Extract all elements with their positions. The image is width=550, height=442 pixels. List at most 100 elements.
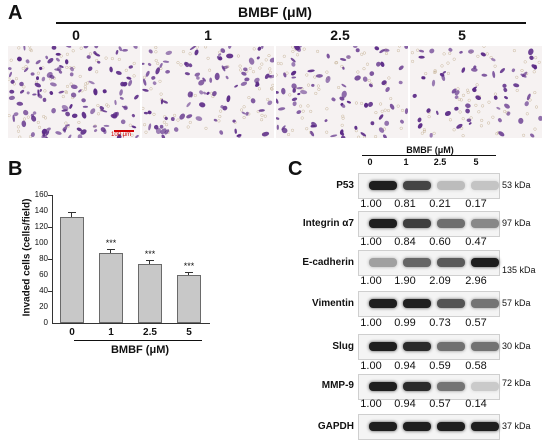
- membrane-pore: [306, 104, 310, 108]
- x-category-1: 1: [108, 327, 114, 338]
- invaded-cell: [76, 127, 82, 132]
- conc-label-2: 2.5: [330, 27, 350, 43]
- blot-kda: 57 kDa: [502, 298, 531, 308]
- membrane-pore: [503, 109, 507, 114]
- membrane-pore: [461, 134, 465, 138]
- invaded-cell: [100, 109, 108, 113]
- invaded-cell: [70, 92, 77, 98]
- membrane-pore: [448, 118, 452, 122]
- invaded-cell: [54, 68, 60, 71]
- invaded-cell: [520, 73, 527, 78]
- membrane-pore: [309, 109, 313, 113]
- x-axis-title-rule: [74, 340, 202, 341]
- invaded-cell: [80, 129, 87, 135]
- invaded-cell: [267, 100, 273, 106]
- scale-bar: [114, 130, 134, 132]
- invaded-cell: [240, 81, 248, 86]
- invaded-cell: [103, 124, 110, 127]
- invaded-cell: [128, 79, 133, 87]
- blot-strip: [358, 374, 500, 400]
- membrane-pore: [64, 90, 68, 94]
- invaded-cell: [472, 88, 477, 93]
- invaded-cell: [219, 130, 224, 135]
- invaded-cell: [12, 114, 15, 123]
- membrane-pore: [242, 115, 246, 120]
- invaded-cell: [26, 91, 30, 95]
- membrane-pore: [69, 82, 73, 86]
- membrane-pore: [208, 68, 212, 72]
- membrane-pore: [305, 127, 309, 131]
- blot-value: 1.00: [360, 198, 382, 210]
- blot-strip: [358, 211, 500, 237]
- invaded-cell: [276, 90, 279, 94]
- micrograph-0: [8, 46, 140, 138]
- significance-1: ***: [105, 237, 117, 248]
- panel-a-title: BMBF (μM): [238, 4, 312, 20]
- membrane-pore: [256, 110, 260, 114]
- invaded-cell: [13, 112, 19, 117]
- invaded-cell: [51, 108, 56, 114]
- invaded-cell: [49, 91, 54, 95]
- invaded-cell: [148, 49, 153, 54]
- membrane-pore: [334, 61, 338, 65]
- membrane-pore: [313, 75, 317, 79]
- invaded-cell: [241, 111, 246, 115]
- membrane-pore: [491, 115, 495, 119]
- membrane-pore: [285, 71, 289, 75]
- membrane-pore: [487, 121, 491, 125]
- invaded-cell: [9, 89, 15, 94]
- blot-kda: 30 kDa: [502, 341, 531, 351]
- invaded-cell: [465, 108, 470, 114]
- invaded-cell: [145, 70, 150, 77]
- invaded-cell: [23, 67, 29, 73]
- membrane-pore: [523, 60, 527, 64]
- blot-band: [437, 181, 465, 190]
- errorbar-2: [146, 259, 154, 264]
- blot-value: 0.81: [394, 198, 416, 210]
- membrane-pore: [383, 108, 387, 112]
- invaded-cell: [184, 62, 190, 68]
- membrane-pore: [77, 120, 81, 124]
- membrane-pore: [239, 68, 243, 72]
- membrane-pore: [154, 58, 158, 63]
- invaded-cell: [506, 111, 511, 116]
- invaded-cell: [94, 46, 99, 49]
- blot-band: [471, 422, 499, 431]
- membrane-pore: [291, 49, 295, 53]
- invaded-cell: [121, 105, 128, 109]
- invaded-cell: [30, 132, 35, 138]
- invaded-cell: [90, 108, 96, 115]
- invaded-cell: [202, 77, 206, 82]
- membrane-pore: [384, 51, 389, 56]
- blot-band: [437, 422, 465, 431]
- invaded-cell: [341, 90, 347, 98]
- invaded-cell: [243, 67, 248, 72]
- invaded-cell: [261, 46, 264, 49]
- bar-0: [60, 216, 84, 323]
- invaded-cell: [529, 55, 534, 60]
- blot-kda: 53 kDa: [502, 180, 531, 190]
- invaded-cell: [499, 68, 505, 74]
- invaded-cell: [162, 60, 170, 63]
- invaded-cell: [199, 102, 206, 108]
- y-tick-mark-160: [48, 195, 52, 196]
- invaded-cell: [41, 76, 46, 82]
- membrane-pore: [104, 56, 108, 60]
- membrane-pore: [427, 115, 431, 119]
- invaded-cell: [23, 46, 26, 51]
- membrane-pore: [8, 114, 11, 118]
- membrane-pore: [396, 104, 400, 108]
- blot-value: 0.58: [465, 360, 487, 372]
- membrane-pore: [357, 135, 361, 138]
- invaded-cell: [254, 77, 260, 83]
- membrane-pore: [458, 110, 462, 114]
- membrane-pore: [467, 98, 471, 102]
- membrane-pore: [432, 131, 436, 135]
- membrane-pore: [291, 46, 295, 49]
- invaded-cell: [496, 106, 501, 110]
- membrane-pore: [193, 93, 197, 98]
- membrane-pore: [71, 49, 75, 53]
- membrane-pore: [240, 108, 244, 112]
- invaded-cell: [480, 52, 486, 57]
- y-tick-40: 40: [39, 286, 48, 295]
